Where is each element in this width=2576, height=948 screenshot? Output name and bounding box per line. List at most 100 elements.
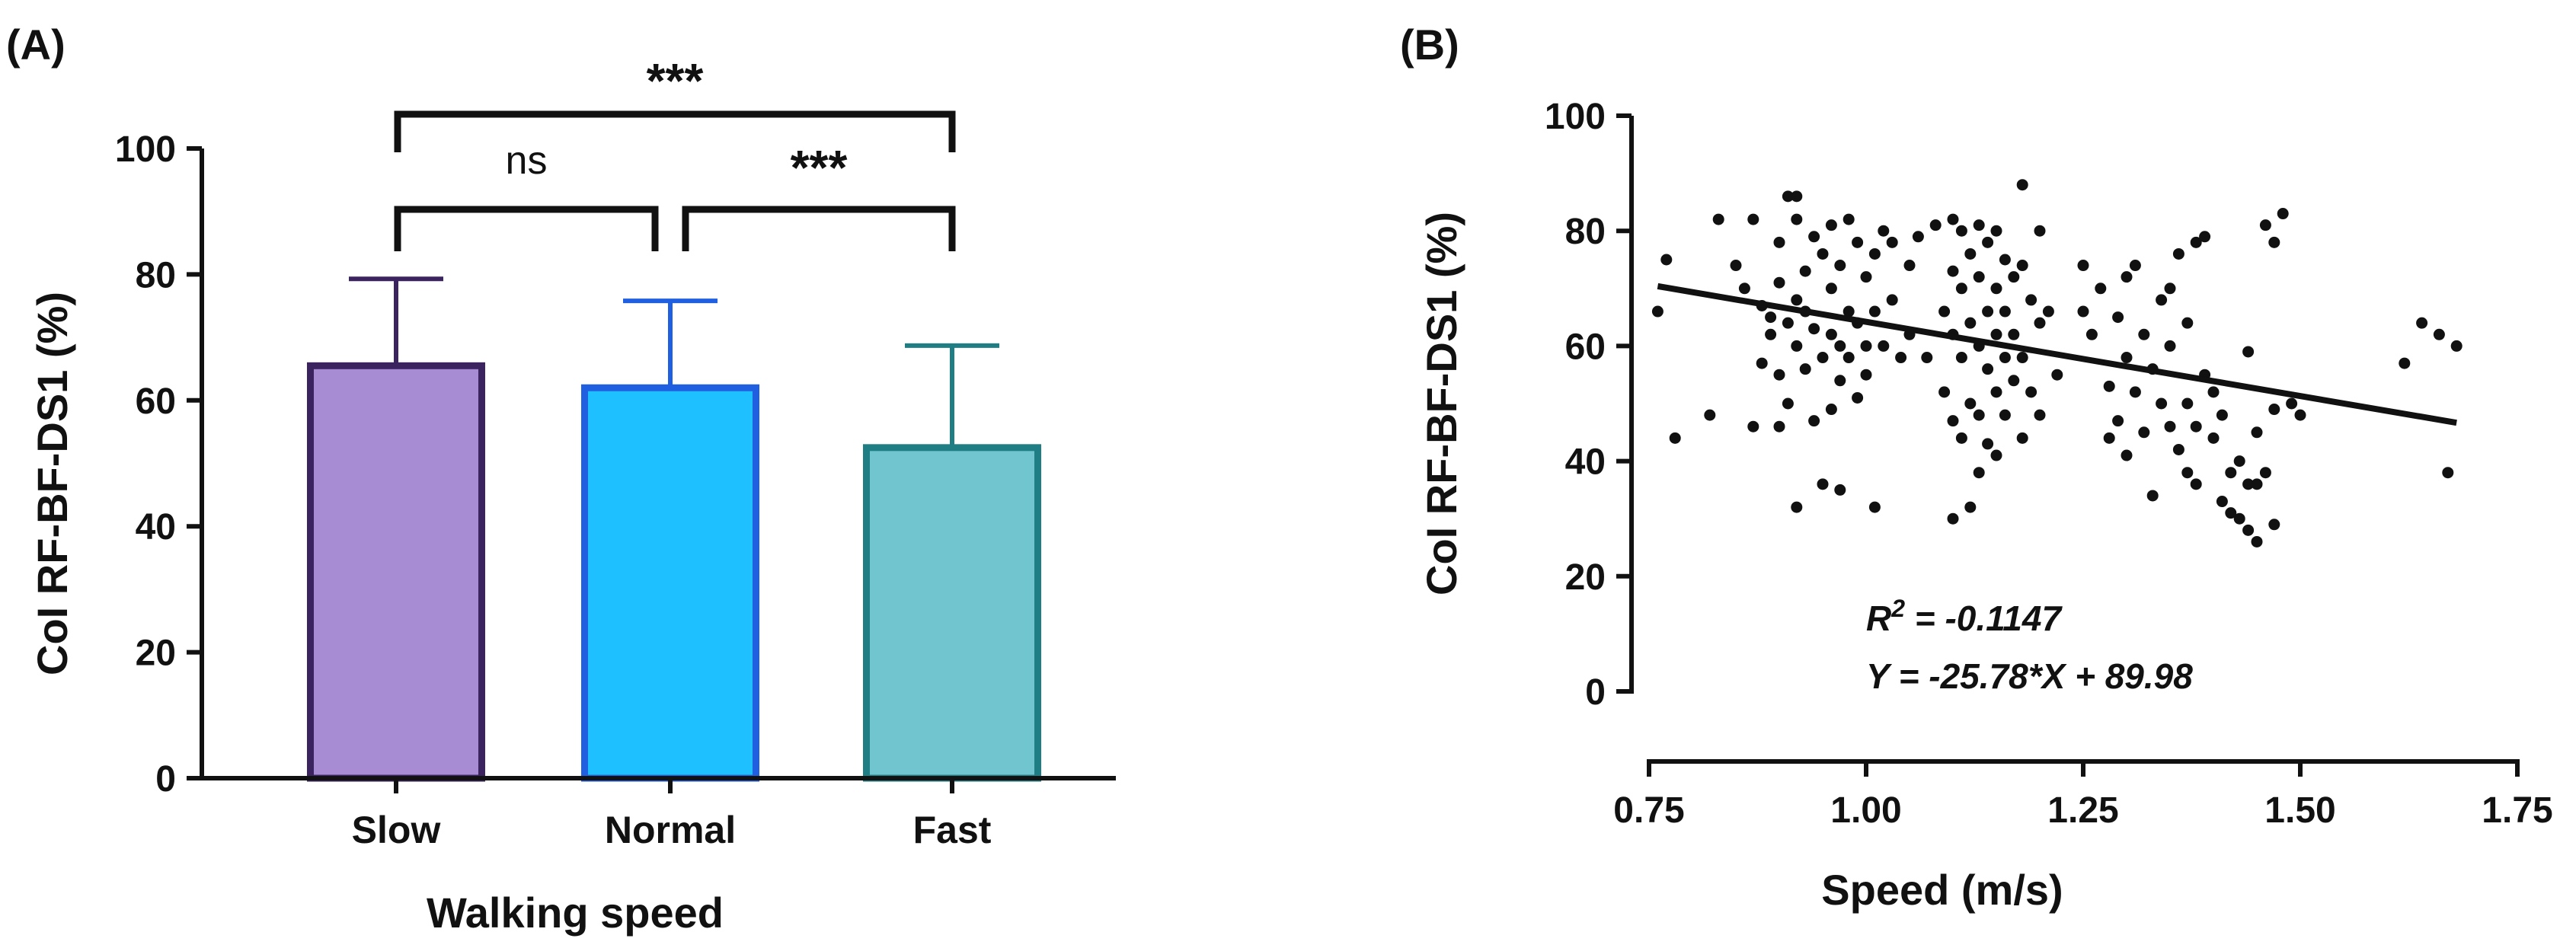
scatter-point xyxy=(2181,317,2194,329)
scatter-point xyxy=(2286,397,2298,410)
scatter-point xyxy=(2121,271,2133,283)
panel-b-y-tick-label: 0 xyxy=(1585,672,1606,713)
scatter-point xyxy=(1852,391,1864,404)
scatter-point xyxy=(1747,420,1759,433)
scatter-point xyxy=(2085,328,2098,340)
panel-a-y-axis: 0 20 40 60 80 100 xyxy=(115,129,204,800)
scatter-point xyxy=(2181,467,2194,479)
panel-b-y-tick-label: 20 xyxy=(1565,557,1606,598)
scatter-point xyxy=(1817,478,1829,490)
scatter-point xyxy=(2025,294,2037,306)
scatter-point xyxy=(1895,352,1907,364)
scatter-point xyxy=(1765,328,1777,340)
panel-b: (B) 0 20 40 60 80 100 0.75 1.00 1.25 1.50 1.75 R2… xyxy=(1400,21,2553,914)
significance-bracket-slow-fast: *** xyxy=(394,53,956,152)
panel-b-y-tick-label: 80 xyxy=(1565,212,1606,252)
panel-b-x-axis-title: Speed (m/s) xyxy=(1821,866,2063,914)
error-bar-fast xyxy=(905,343,999,445)
scatter-point xyxy=(1782,317,1794,329)
panel-a-y-tick-label: 0 xyxy=(155,759,176,800)
scatter-point xyxy=(1834,340,1846,352)
scatter-point xyxy=(1791,294,1803,306)
scatter-point xyxy=(2121,449,2133,461)
scatter-point xyxy=(2207,386,2220,398)
scatter-point xyxy=(2129,386,2141,398)
regression-line xyxy=(1657,282,2457,426)
scatter-point xyxy=(1773,276,1785,289)
scatter-point xyxy=(1878,225,1890,237)
scatter-point xyxy=(1921,352,1933,364)
scatter-point xyxy=(1834,375,1846,387)
scatter-point xyxy=(2181,397,2194,410)
scatter-point xyxy=(2138,328,2150,340)
scatter-point xyxy=(2433,328,2445,340)
panel-b-y-axis-title: CoI RF-BF-DS1 (%) xyxy=(1417,212,1465,595)
category-label-fast: Fast xyxy=(913,809,992,851)
scatter-point xyxy=(2034,225,2046,237)
scatter-point xyxy=(2225,507,2237,519)
panel-a-error-bars xyxy=(349,276,999,445)
scatter-point xyxy=(2268,404,2280,416)
scatter-point xyxy=(1982,438,1994,450)
scatter-point xyxy=(1955,432,1967,444)
scatter-point xyxy=(2216,409,2228,421)
significance-label: ns xyxy=(506,139,548,183)
scatter-point xyxy=(2190,236,2202,248)
panel-a-y-tick-label: 100 xyxy=(115,129,176,170)
scatter-point xyxy=(1886,294,1898,306)
scatter-point xyxy=(1808,231,1820,243)
scatter-point xyxy=(1860,369,1872,381)
scatter-point xyxy=(2008,271,2020,283)
category-label-slow: Slow xyxy=(352,809,441,851)
scatter-point xyxy=(1834,484,1846,496)
scatter-point xyxy=(2259,219,2271,231)
panel-b-label: (B) xyxy=(1400,21,1459,69)
scatter-point xyxy=(1799,265,1811,277)
scatter-point xyxy=(1808,323,1820,335)
scatter-point xyxy=(1791,190,1803,203)
panel-b-x-tick-label: 1.00 xyxy=(1830,790,1901,831)
panel-b-x-tick-label: 0.75 xyxy=(1613,790,1684,831)
scatter-point xyxy=(1929,219,1942,231)
scatter-point xyxy=(1825,282,1837,295)
panel-b-points xyxy=(1651,179,2463,547)
scatter-point xyxy=(2259,467,2271,479)
scatter-point xyxy=(1947,512,1959,525)
scatter-point xyxy=(2268,519,2280,531)
scatter-point xyxy=(2016,260,2028,272)
scatter-point xyxy=(2450,340,2463,352)
scatter-point xyxy=(1791,213,1803,225)
scatter-point xyxy=(2199,231,2211,243)
scatter-point xyxy=(2112,415,2124,427)
scatter-point xyxy=(1973,467,1985,479)
panel-a-label: (A) xyxy=(6,21,66,69)
scatter-point xyxy=(1843,213,1855,225)
error-bar-slow xyxy=(349,276,443,363)
scatter-point xyxy=(1886,236,1898,248)
scatter-point xyxy=(2172,247,2184,260)
scatter-point xyxy=(2172,443,2184,455)
scatter-point xyxy=(2442,467,2454,479)
scatter-point xyxy=(1765,311,1777,324)
scatter-point xyxy=(1982,305,1994,318)
scatter-point xyxy=(1990,328,2002,340)
scatter-point xyxy=(2164,282,2176,295)
scatter-point xyxy=(1999,254,2011,266)
panel-b-y-tick-label: 100 xyxy=(1545,97,1606,137)
panel-a-x-axis-title: Walking speed xyxy=(427,889,724,937)
scatter-point xyxy=(1982,236,1994,248)
scatter-point xyxy=(1990,225,2002,237)
r-squared-annotation: R2 = -0.1147 xyxy=(1866,595,2063,638)
scatter-point xyxy=(1730,260,1742,272)
scatter-point xyxy=(2242,524,2255,536)
scatter-point xyxy=(2034,317,2046,329)
scatter-point xyxy=(2008,328,2020,340)
scatter-point xyxy=(1868,247,1881,260)
scatter-point xyxy=(1712,213,1724,225)
scatter-point xyxy=(2016,179,2028,191)
scatter-point xyxy=(1903,260,1916,272)
scatter-point xyxy=(1999,352,2011,364)
scatter-point xyxy=(2146,490,2159,502)
scatter-point xyxy=(2164,420,2176,433)
